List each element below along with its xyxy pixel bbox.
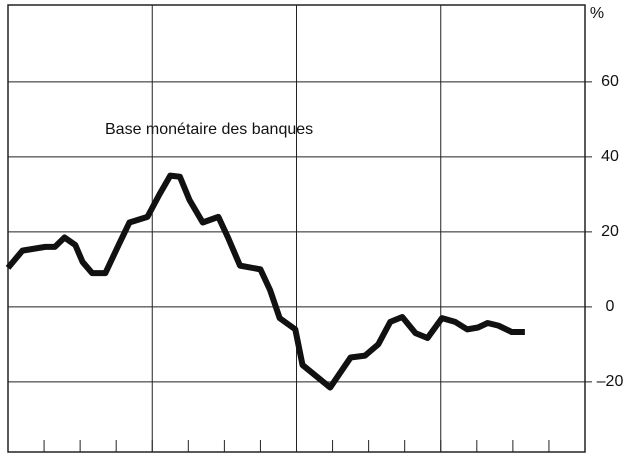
y-tick-label: 40	[601, 148, 619, 165]
y-tick-label: –20	[597, 373, 624, 390]
y-unit: %	[590, 5, 604, 22]
y-tick-label: 0	[606, 298, 615, 315]
y-tick-label: 20	[601, 223, 619, 240]
data-line	[5, 172, 525, 391]
annotation: Base monétaire des banques	[105, 121, 313, 138]
y-tick-label: 60	[601, 73, 619, 90]
